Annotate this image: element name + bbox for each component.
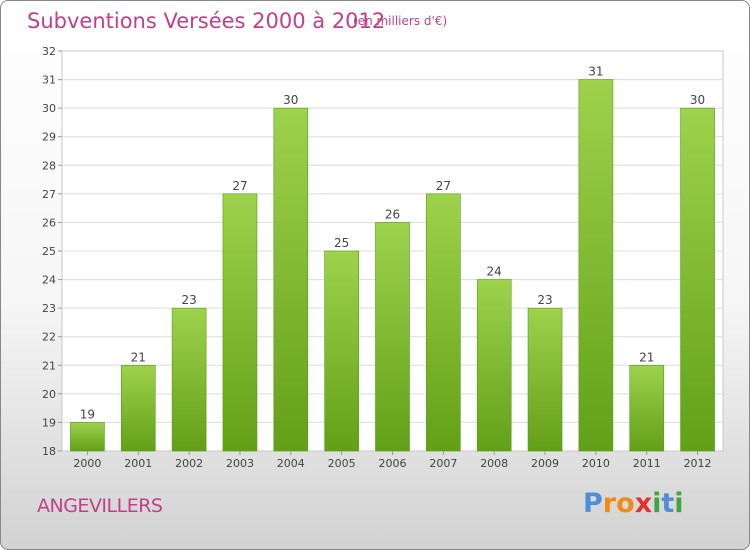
logo-letter: i bbox=[652, 488, 662, 519]
x-tick-label: 2001 bbox=[124, 457, 152, 470]
bar-2009 bbox=[527, 307, 563, 452]
logo-letter: x bbox=[634, 488, 653, 519]
y-tick-label: 22 bbox=[42, 331, 56, 344]
x-tick-label: 2011 bbox=[633, 457, 661, 470]
x-tick-label: 2010 bbox=[582, 457, 610, 470]
y-tick-label: 31 bbox=[42, 74, 56, 87]
data-label: 26 bbox=[385, 207, 400, 221]
data-label: 24 bbox=[487, 265, 502, 279]
x-axis: 2000 2001 2002 2003 2004 2005 2006 2007 2008 2009… bbox=[73, 451, 712, 470]
data-label: 30 bbox=[283, 93, 298, 107]
bar-2006 bbox=[375, 222, 410, 452]
x-tick-label: 2000 bbox=[73, 457, 101, 470]
y-tick-label: 23 bbox=[42, 302, 56, 315]
commune-name: ANGEVILLERS bbox=[37, 495, 163, 517]
bar-2005 bbox=[324, 250, 359, 452]
bar-2000 bbox=[70, 422, 105, 452]
bar-2011 bbox=[629, 364, 665, 452]
bar-2010 bbox=[578, 79, 614, 452]
bar-2004 bbox=[273, 107, 309, 452]
y-tick-label: 28 bbox=[42, 159, 56, 172]
bar-2007 bbox=[426, 193, 461, 452]
x-tick-label: 2002 bbox=[175, 457, 203, 470]
data-label: 25 bbox=[334, 236, 349, 250]
chart-subtitle: (en milliers d'€) bbox=[353, 14, 448, 28]
y-tick-label: 26 bbox=[42, 216, 56, 229]
data-label: 27 bbox=[436, 179, 451, 193]
chart-title: Subventions Versées 2000 à 2012 bbox=[27, 9, 386, 33]
y-tick-label: 21 bbox=[42, 359, 56, 372]
bar-2001 bbox=[120, 364, 156, 452]
logo-letter: t bbox=[661, 488, 675, 519]
bar-2003 bbox=[222, 193, 258, 452]
bars: 19 21 23 27 30 25 26 27 24 23 31 21 30 bbox=[70, 65, 715, 452]
y-axis: 18 19 20 21 22 23 24 25 26 27 28 29 30 31 32 bbox=[42, 45, 62, 458]
y-tick-label: 25 bbox=[42, 245, 56, 258]
data-label: 23 bbox=[537, 293, 552, 307]
bar-2012 bbox=[680, 107, 715, 452]
y-tick-label: 29 bbox=[42, 131, 56, 144]
x-tick-label: 2005 bbox=[328, 457, 356, 470]
y-tick-label: 20 bbox=[42, 388, 56, 401]
x-tick-label: 2009 bbox=[531, 457, 559, 470]
y-tick-label: 30 bbox=[42, 102, 56, 115]
bar-2008 bbox=[476, 279, 512, 452]
data-label: 30 bbox=[690, 93, 705, 107]
y-tick-label: 19 bbox=[42, 416, 56, 429]
y-tick-label: 24 bbox=[42, 274, 56, 287]
data-label: 19 bbox=[80, 407, 95, 421]
x-tick-label: 2008 bbox=[480, 457, 508, 470]
y-tick-label: 32 bbox=[42, 45, 56, 58]
x-tick-label: 2012 bbox=[684, 457, 712, 470]
logo-letter: r bbox=[602, 488, 617, 519]
logo-letter: o bbox=[616, 488, 635, 519]
data-label: 27 bbox=[232, 179, 247, 193]
logo-letter: i bbox=[674, 488, 684, 519]
x-tick-label: 2007 bbox=[429, 457, 457, 470]
y-tick-label: 27 bbox=[42, 188, 56, 201]
data-label: 21 bbox=[639, 350, 654, 364]
data-label: 23 bbox=[181, 293, 196, 307]
x-tick-label: 2006 bbox=[379, 457, 407, 470]
proxiti-logo: Proxiti bbox=[583, 488, 684, 519]
bar-2002 bbox=[171, 307, 207, 452]
data-label: 31 bbox=[588, 65, 603, 79]
x-tick-label: 2004 bbox=[277, 457, 305, 470]
logo-letter: P bbox=[583, 488, 603, 519]
data-label: 21 bbox=[131, 350, 146, 364]
y-tick-label: 18 bbox=[42, 445, 56, 458]
x-tick-label: 2003 bbox=[226, 457, 254, 470]
